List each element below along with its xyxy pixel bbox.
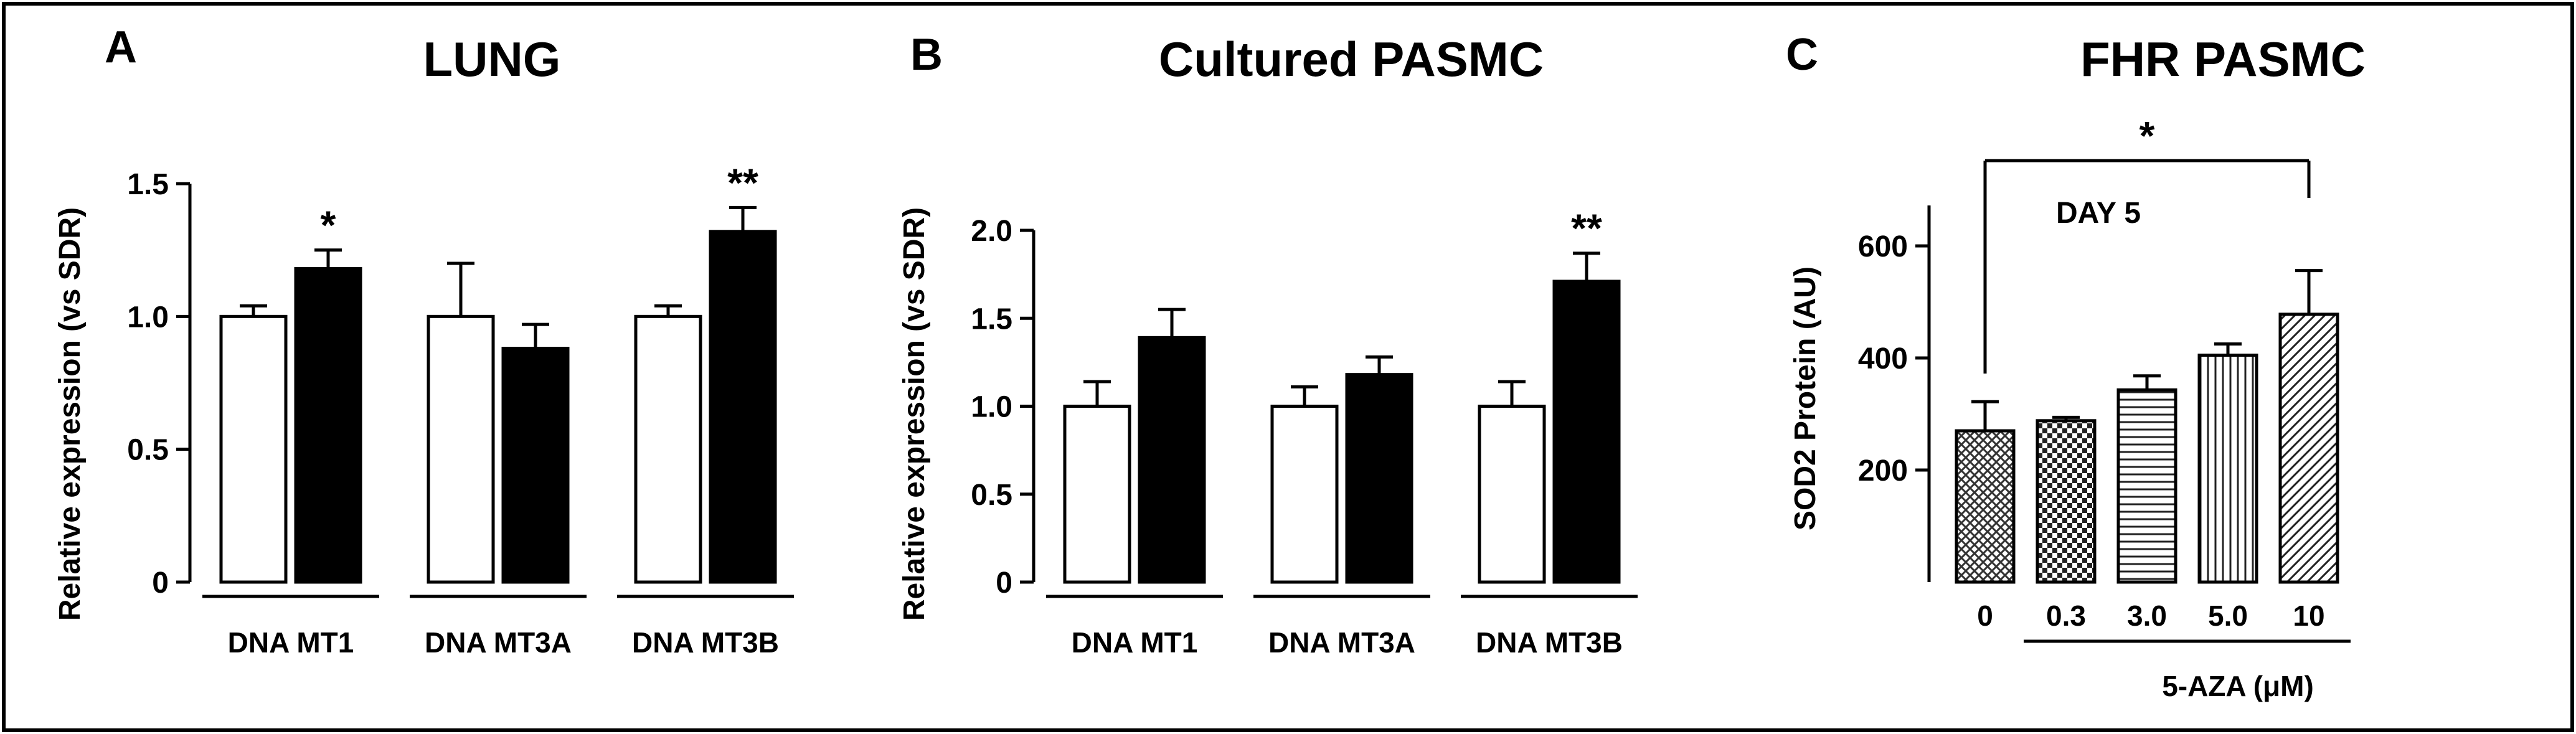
chart-a-significance-marker: **: [727, 160, 758, 205]
chart-c-xlabel: 5-AZA (μM): [2162, 670, 2314, 702]
chart-b-ytick-label: 2.0: [971, 215, 1012, 248]
chart-c-bar: [1955, 429, 2016, 584]
panel-label-c: C: [1786, 30, 1818, 80]
chart-c-category-label: 10: [2293, 600, 2324, 632]
chart-a-plot: 0 0.5 1.0 1.5 * DNA MT1 DNA MT3A ** DNA MT3B: [127, 160, 794, 659]
chart-c-category-label: 0.3: [2046, 600, 2086, 632]
chart-a-bar-fhr: [709, 230, 777, 584]
chart-a-ytick-label: 0: [152, 567, 169, 600]
chart-b-title: Cultured PASMC: [1159, 32, 1544, 87]
chart-b-plot: 0 0.5 1.0 1.5 2.0 DNA MT1 DNA MT3A ** DNA MT3B: [971, 206, 1638, 659]
chart-b-bar-fhr: [1552, 280, 1621, 584]
chart-c-bar: [2197, 354, 2258, 584]
chart-a-bar-sdr: [219, 314, 288, 584]
chart-c-category-label: 3.0: [2127, 600, 2167, 632]
chart-c-bar: [2036, 419, 2097, 584]
chart-a-bar-fhr: [294, 267, 362, 584]
chart-b-bar-sdr: [1478, 405, 1546, 584]
panel-label-b: B: [910, 30, 943, 80]
chart-c-annotation: DAY 5: [2056, 197, 2141, 230]
chart-b-ytick-label: 1.0: [971, 391, 1012, 424]
chart-b-category-label: DNA MT3A: [1268, 626, 1415, 659]
chart-a-significance-marker: *: [321, 203, 336, 248]
chart-c-category-label: 0: [1977, 600, 1993, 632]
chart-c-plot: 200 400 600 0 0.3 3.0 5.0 10 *: [1858, 113, 2351, 643]
chart-a-category-label: DNA MT3A: [425, 626, 572, 659]
chart-a-bar-sdr: [634, 314, 702, 584]
chart-a-category-label: DNA MT1: [228, 626, 354, 659]
chart-b-ylabel: Relative expression (vs SDR): [898, 207, 931, 621]
chart-c-bar: [2278, 313, 2339, 584]
chart-a-category-label: DNA MT3B: [632, 626, 779, 659]
chart-a-bar-fhr: [501, 347, 570, 584]
chart-c-title: FHR PASMC: [2080, 32, 2366, 87]
chart-b-bar-sdr: [1270, 405, 1339, 584]
chart-b-ytick-label: 0: [996, 567, 1012, 600]
chart-b-bar-fhr: [1345, 373, 1413, 584]
chart-b-bar-fhr: [1138, 336, 1206, 584]
chart-c-ytick-label: 400: [1858, 342, 1908, 375]
chart-c-category-label: 5.0: [2208, 600, 2248, 632]
chart-b-category-label: DNA MT3B: [1476, 626, 1623, 659]
chart-b-significance-marker: **: [1571, 206, 1602, 251]
chart-b-ytick-label: 0.5: [971, 479, 1012, 512]
chart-a-ylabel: Relative expression (vs SDR): [54, 207, 87, 621]
chart-a-title: LUNG: [423, 32, 561, 87]
chart-b-bar-sdr: [1063, 405, 1131, 584]
chart-b-category-label: DNA MT1: [1072, 626, 1198, 659]
chart-a-ytick-label: 1.0: [127, 301, 169, 334]
chart-c-ylabel: SOD2 Protein (AU): [1789, 266, 1822, 530]
panel-label-a: A: [105, 22, 137, 72]
chart-c-ytick-label: 600: [1858, 230, 1908, 263]
chart-a-bar-sdr: [427, 314, 495, 584]
chart-c-significance-marker: *: [2140, 113, 2155, 158]
chart-a-ytick-label: 1.5: [127, 168, 169, 201]
chart-a-ytick-label: 0.5: [127, 434, 169, 467]
chart-b-ytick-label: 1.5: [971, 303, 1012, 336]
chart-c-ytick-label: 200: [1858, 454, 1908, 487]
chart-c-bar: [2116, 388, 2177, 584]
